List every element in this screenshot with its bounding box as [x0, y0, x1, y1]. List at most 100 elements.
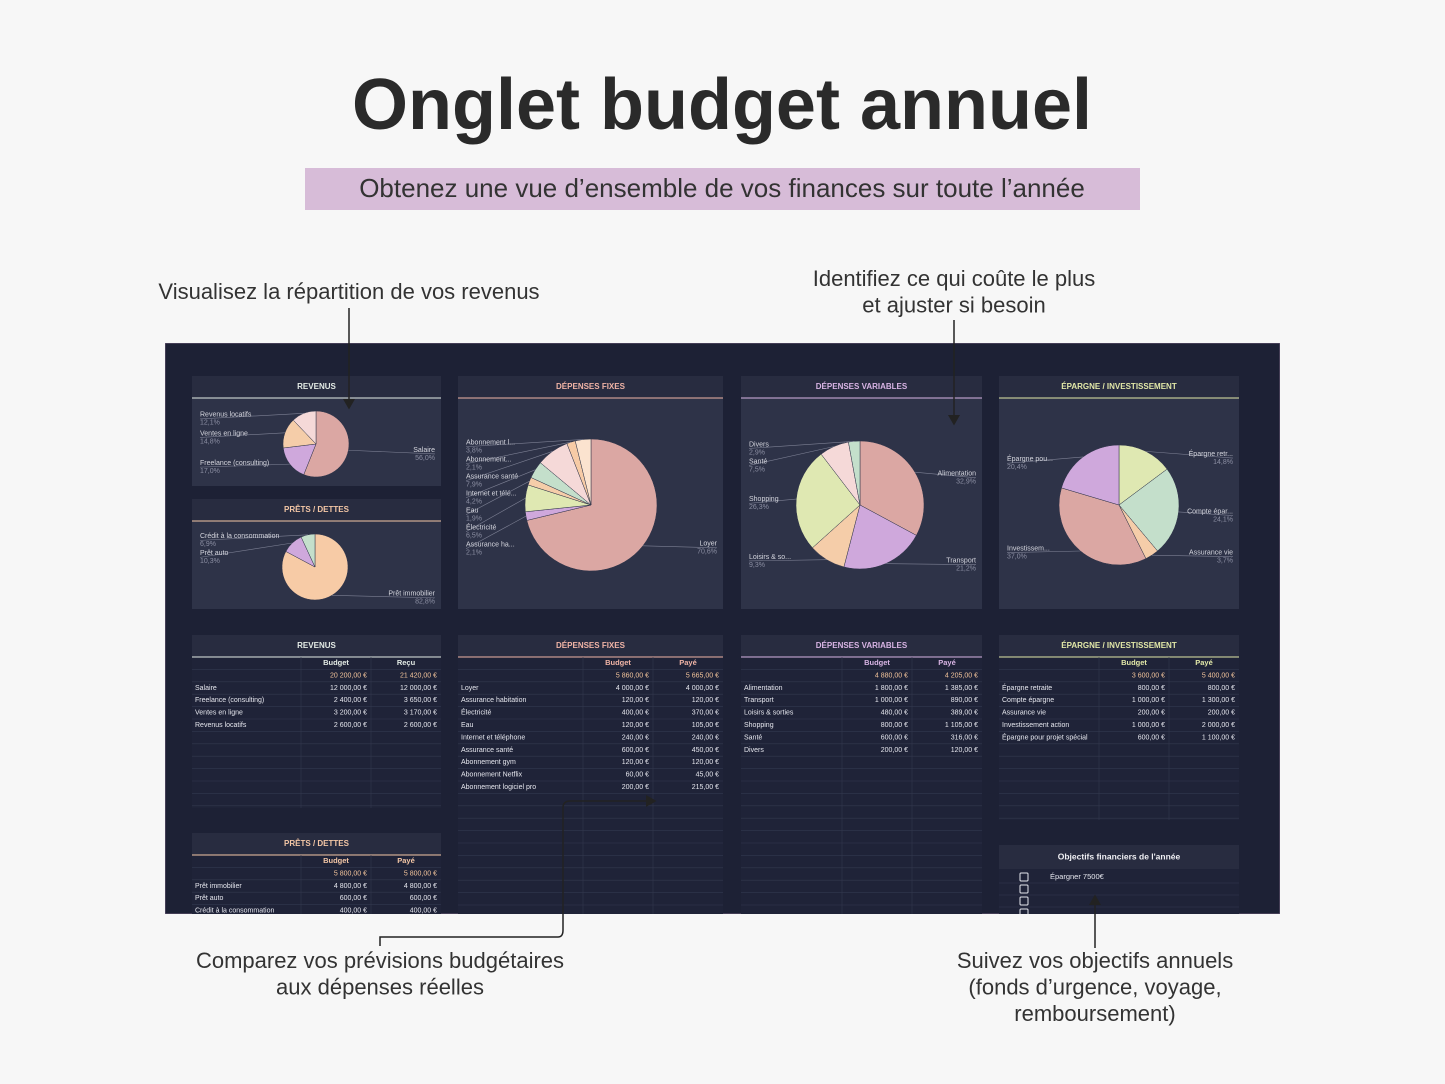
amount-cell: 3 200,00 €	[334, 710, 367, 717]
leader-line	[465, 451, 553, 482]
amount-cell: 400,00 €	[622, 710, 649, 717]
amount-cell: 200,00 €	[1138, 710, 1165, 717]
amount-cell: 600,00 €	[881, 734, 908, 741]
leader-line	[748, 440, 855, 449]
column-header: Payé	[679, 658, 697, 667]
leader-line	[885, 563, 977, 566]
slice-value-label: 21,2%	[956, 566, 976, 573]
amount-cell: 4 800,00 €	[404, 883, 437, 890]
pie-slice	[303, 410, 350, 478]
panel-title: DÉPENSES VARIABLES	[816, 382, 908, 391]
amount-cell: 12 000,00 €	[400, 685, 437, 692]
amount-cell: 120,00 €	[692, 697, 719, 704]
subtitle-band	[305, 168, 1140, 210]
column-header: Budget	[1121, 658, 1147, 667]
slice-label: Électricité	[466, 523, 496, 532]
amount-cell: 600,00 €	[1138, 734, 1165, 741]
amount-cell: 400,00 €	[410, 908, 437, 915]
amount-cell: 120,00 €	[692, 759, 719, 766]
panel-title: PRÊTS / DETTES	[284, 839, 350, 848]
callout-text: aux dépenses réelles	[276, 974, 484, 999]
slice-value-label: 14,8%	[200, 438, 220, 445]
callout-text: Identifiez ce qui coûte le plus	[813, 266, 1096, 291]
slice-value-label: 2,1%	[466, 465, 482, 472]
pie-slice	[526, 438, 658, 572]
subtitle: Obtenez une vue d’ensemble de vos financ…	[359, 173, 1085, 203]
total-cell: 5 800,00 €	[404, 870, 437, 877]
leader-line	[199, 542, 293, 558]
row-label: Assurance vie	[1002, 710, 1046, 717]
pie-slice	[859, 440, 925, 536]
amount-cell: 450,00 €	[692, 747, 719, 754]
amount-cell: 800,00 €	[1138, 685, 1165, 692]
slice-label: Investissem...	[1007, 546, 1050, 553]
leader-line	[748, 559, 827, 562]
row-label: Épargne retraite	[1002, 683, 1052, 692]
slice-value-label: 4,2%	[466, 499, 482, 506]
row-label: Salaire	[195, 685, 217, 692]
slice-value-label: 17,0%	[200, 468, 220, 475]
row-label: Transport	[744, 697, 774, 704]
slice-label: Alimentation	[937, 471, 976, 478]
pie-slice	[795, 453, 861, 549]
panel-title-bar	[458, 635, 723, 657]
slice-value-label: 2,9%	[749, 449, 765, 456]
panel-title-bar	[192, 833, 441, 855]
amount-cell: 1 000,00 €	[875, 697, 908, 704]
row-label: Santé	[744, 734, 762, 741]
slice-value-label: 14,8%	[1213, 459, 1233, 466]
leader-line	[331, 594, 436, 599]
panel-title: ÉPARGNE / INVESTISSEMENT	[1061, 641, 1177, 650]
amount-cell: 2 400,00 €	[334, 697, 367, 704]
leader-line	[199, 432, 285, 438]
column-header: Budget	[323, 856, 349, 865]
amount-cell: 316,00 €	[951, 734, 978, 741]
leader-line	[465, 441, 572, 465]
leader-line	[642, 545, 718, 549]
column-header: Reçu	[397, 658, 416, 667]
amount-cell: 1 000,00 €	[1132, 697, 1165, 704]
checkbox[interactable]	[1019, 872, 1029, 882]
amount-cell: 4 000,00 €	[686, 685, 719, 692]
row-label: Assurance habitation	[461, 697, 526, 704]
slice-label: Assurance ha...	[466, 542, 515, 549]
callout-arrows	[343, 308, 1101, 948]
total-cell: 5 800,00 €	[334, 870, 367, 877]
callout-text: Visualisez la répartition de vos revenus	[158, 279, 539, 304]
panel-title: REVENUS	[297, 641, 336, 650]
total-cell: 5 665,00 €	[686, 672, 719, 679]
amount-cell: 1 800,00 €	[875, 685, 908, 692]
amount-cell: 120,00 €	[622, 722, 649, 729]
amount-cell: 200,00 €	[881, 747, 908, 754]
panel-title-bar	[741, 635, 982, 657]
total-cell: 5 860,00 €	[616, 672, 649, 679]
panel-title-bar	[999, 635, 1239, 657]
slice-value-label: 9,3%	[749, 562, 765, 569]
amount-cell: 2 600,00 €	[404, 722, 437, 729]
slice-value-label: 24,1%	[1213, 516, 1233, 523]
leader-line	[1006, 550, 1081, 553]
checkbox[interactable]	[1019, 884, 1029, 894]
callout-text: (fonds d’urgence, voyage,	[968, 974, 1221, 999]
slice-value-label: 7,5%	[749, 466, 765, 473]
slice-label: Freelance (consulting)	[200, 460, 269, 467]
row-label: Prêt auto	[195, 895, 224, 902]
amount-cell: 120,00 €	[622, 759, 649, 766]
table-panel	[999, 635, 1239, 820]
slice-value-label: 26,3%	[749, 504, 769, 511]
checkbox[interactable]	[1019, 896, 1029, 906]
leader-line	[465, 469, 536, 499]
amount-cell: 45,00 €	[696, 772, 719, 779]
checkbox[interactable]	[1019, 908, 1029, 917]
total-cell: 4 880,00 €	[875, 672, 908, 679]
row-label: Assurance santé	[461, 747, 513, 754]
pie-slice	[1118, 444, 1168, 506]
row-label: Revenus locatifs	[195, 722, 247, 729]
slice-label: Internet et télé...	[466, 491, 517, 498]
total-cell: 20 200,00 €	[330, 672, 367, 679]
amount-cell: 1 300,00 €	[1202, 697, 1235, 704]
slice-label: Épargne pou...	[1007, 454, 1053, 463]
panel-title: ÉPARGNE / INVESTISSEMENT	[1061, 382, 1177, 391]
